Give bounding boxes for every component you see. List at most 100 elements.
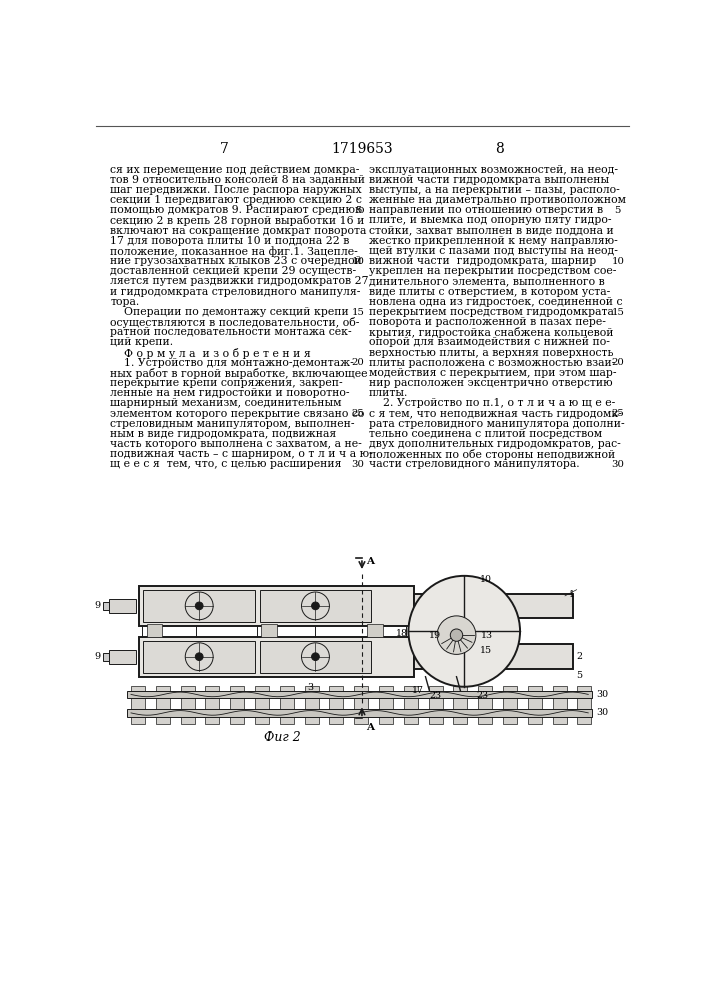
Text: включают на сокращение домкрат поворота: включают на сокращение домкрат поворота (110, 226, 366, 236)
Text: рата стреловидного манипулятора дополни-: рата стреловидного манипулятора дополни- (369, 419, 624, 429)
Bar (578, 686, 591, 724)
Text: женные на диаметрально противоположном: женные на диаметрально противоположном (369, 195, 626, 205)
Text: модействия с перекрытием, при этом шар-: модействия с перекрытием, при этом шар- (369, 368, 617, 378)
Bar (110, 650, 136, 664)
Text: ций крепи.: ций крепи. (110, 337, 173, 347)
Text: секцию 2 в крепь 28 горной выработки 16 и: секцию 2 в крепь 28 горной выработки 16 … (110, 215, 364, 226)
Text: 18: 18 (396, 629, 408, 638)
Text: 17: 17 (411, 686, 423, 695)
Text: 5: 5 (577, 671, 583, 680)
Bar (261, 624, 276, 637)
Text: 8: 8 (495, 142, 503, 156)
Text: опорой для взаимодействия с нижней по-: опорой для взаимодействия с нижней по- (369, 337, 610, 347)
Bar (180, 686, 194, 724)
Text: 17 для поворота плиты 10 и поддона 22 в: 17 для поворота плиты 10 и поддона 22 в (110, 236, 349, 246)
Text: доставленной секцией крепи 29 осуществ-: доставленной секцией крепи 29 осуществ- (110, 266, 356, 276)
Text: 2. Устройство по п.1, о т л и ч а ю щ е е-: 2. Устройство по п.1, о т л и ч а ю щ е … (369, 398, 615, 408)
Bar (127, 709, 592, 717)
Bar (144, 641, 255, 673)
Text: 7: 7 (220, 142, 228, 156)
Text: шаг передвижки. После распора наружных: шаг передвижки. После распора наружных (110, 185, 362, 195)
Bar (110, 599, 136, 613)
Text: 15: 15 (351, 308, 365, 317)
Text: осуществляются в последовательности, об-: осуществляются в последовательности, об- (110, 317, 359, 328)
Circle shape (195, 653, 203, 661)
Text: A: A (366, 723, 374, 732)
Bar (280, 686, 293, 724)
Text: плите, и выемка под опорную пяту гидро-: плите, и выемка под опорную пяту гидро- (369, 215, 612, 225)
Bar (503, 686, 517, 724)
Text: 30: 30 (596, 690, 608, 699)
Text: ленные на нем гидростойки и поворотно-: ленные на нем гидростойки и поворотно- (110, 388, 349, 398)
Text: перекрытием посредством гидродомкрата: перекрытием посредством гидродомкрата (369, 307, 614, 317)
Bar (230, 686, 244, 724)
Text: 1. Устройство для монтажно-демонтаж-: 1. Устройство для монтажно-демонтаж- (110, 358, 354, 368)
Bar (139, 637, 414, 677)
Text: секции 1 передвигают среднюю секцию 2 с: секции 1 передвигают среднюю секцию 2 с (110, 195, 362, 205)
Bar (156, 686, 170, 724)
Text: ных работ в горной выработке, включающее: ных работ в горной выработке, включающее (110, 368, 368, 379)
Text: 1719653: 1719653 (331, 142, 393, 156)
Text: 30: 30 (596, 708, 608, 717)
Text: 13: 13 (481, 631, 493, 640)
Text: 3: 3 (308, 683, 314, 692)
Text: 15: 15 (480, 646, 492, 655)
Text: поворота и расположенной в пазах пере-: поворота и расположенной в пазах пере- (369, 317, 606, 327)
Bar (329, 686, 344, 724)
Bar (305, 686, 319, 724)
Text: двух дополнительных гидродомкратов, рас-: двух дополнительных гидродомкратов, рас- (369, 439, 621, 449)
Bar (146, 624, 162, 637)
Text: вижной части гидродомкрата выполнены: вижной части гидродомкрата выполнены (369, 175, 609, 185)
Circle shape (312, 653, 320, 661)
Text: 20: 20 (612, 358, 624, 367)
Text: и гидродомкрата стреловидного манипуля-: и гидродомкрата стреловидного манипуля- (110, 287, 361, 297)
Text: нир расположен эксцентрично отверстию: нир расположен эксцентрично отверстию (369, 378, 612, 388)
Text: 2: 2 (577, 652, 583, 661)
Text: 30: 30 (612, 460, 624, 469)
Text: динительного элемента, выполненного в: динительного элемента, выполненного в (369, 276, 604, 286)
Text: Фиг 2: Фиг 2 (264, 731, 300, 744)
Bar (144, 590, 255, 622)
Text: ние грузозахватных клыков 23 с очередной: ние грузозахватных клыков 23 с очередной (110, 256, 362, 266)
Text: виде плиты с отверстием, в котором уста-: виде плиты с отверстием, в котором уста- (369, 287, 610, 297)
Text: 23: 23 (476, 691, 488, 700)
Bar (255, 686, 269, 724)
Circle shape (450, 629, 462, 641)
Text: положенных по обе стороны неподвижной: положенных по обе стороны неподвижной (369, 449, 615, 460)
Text: ся их перемещение под действием домкра-: ся их перемещение под действием домкра- (110, 165, 359, 175)
Bar (103, 653, 110, 661)
Text: стойки, захват выполнен в виде поддона и: стойки, захват выполнен в виде поддона и (369, 226, 614, 236)
Text: 25: 25 (612, 409, 624, 418)
Bar (553, 686, 566, 724)
Text: 10: 10 (480, 575, 492, 584)
Bar (414, 644, 573, 669)
Circle shape (195, 602, 203, 610)
Text: верхностью плиты, а верхняя поверхность: верхностью плиты, а верхняя поверхность (369, 348, 614, 358)
Text: 30: 30 (351, 460, 365, 469)
Text: щей втулки с пазами под выступы на неод-: щей втулки с пазами под выступы на неод- (369, 246, 618, 256)
Text: с я тем, что неподвижная часть гидродомк-: с я тем, что неподвижная часть гидродомк… (369, 409, 621, 419)
Text: 15: 15 (612, 308, 624, 317)
Bar (453, 686, 467, 724)
Text: часть которого выполнена с захватом, а не-: часть которого выполнена с захватом, а н… (110, 439, 362, 449)
Text: плиты расположена с возможностью взаи-: плиты расположена с возможностью взаи- (369, 358, 615, 368)
Text: A: A (366, 557, 374, 566)
Circle shape (312, 602, 320, 610)
Bar (103, 602, 110, 610)
Text: направлении по отношению отверстия в: направлении по отношению отверстия в (369, 205, 603, 215)
Text: Операции по демонтажу секций крепи: Операции по демонтажу секций крепи (110, 307, 349, 317)
Bar (368, 624, 383, 637)
Text: 9: 9 (95, 601, 100, 610)
Text: стреловидным манипулятором, выполнен-: стреловидным манипулятором, выполнен- (110, 419, 355, 429)
Text: крытия, гидростойка снабжена кольцевой: крытия, гидростойка снабжена кольцевой (369, 327, 614, 338)
Bar (478, 686, 492, 724)
Text: перекрытие крепи сопряжения, закреп-: перекрытие крепи сопряжения, закреп- (110, 378, 343, 388)
Bar (259, 590, 371, 622)
Text: новлена одна из гидростоек, соединенной с: новлена одна из гидростоек, соединенной … (369, 297, 622, 307)
Bar (414, 594, 573, 618)
Text: ратной последовательности монтажа сек-: ратной последовательности монтажа сек- (110, 327, 351, 337)
Text: тора.: тора. (110, 297, 139, 307)
Text: щ е е с я  тем, что, с целью расширения: щ е е с я тем, что, с целью расширения (110, 459, 341, 469)
Text: 10: 10 (351, 257, 365, 266)
Text: укреплен на перекрытии посредством сое-: укреплен на перекрытии посредством сое- (369, 266, 617, 276)
